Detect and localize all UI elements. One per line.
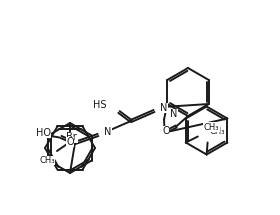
Text: N: N	[104, 127, 111, 137]
Text: O: O	[162, 126, 170, 137]
Text: CH₃: CH₃	[210, 126, 225, 135]
Text: O: O	[66, 137, 74, 147]
Text: Br: Br	[66, 132, 77, 143]
Text: HO: HO	[36, 128, 51, 138]
Text: HS: HS	[94, 100, 107, 110]
Text: CH₃: CH₃	[39, 156, 55, 165]
Text: N: N	[171, 109, 178, 120]
Text: CH₃: CH₃	[204, 123, 219, 132]
Text: N: N	[160, 103, 167, 113]
